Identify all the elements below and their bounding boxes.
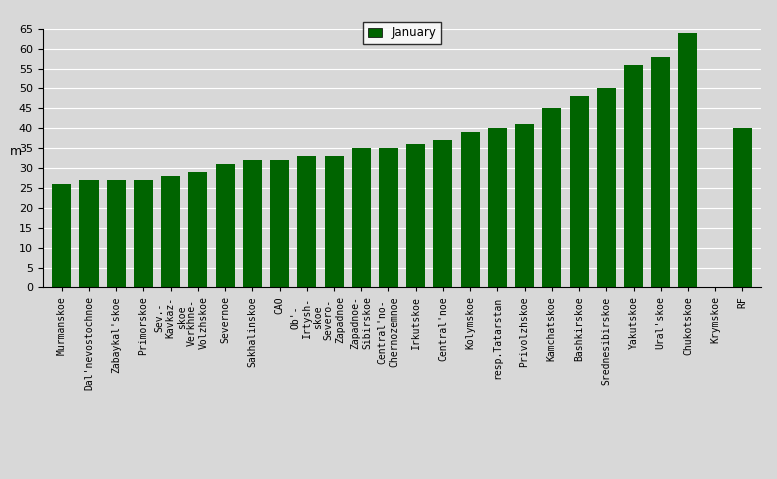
Bar <box>515 124 534 287</box>
Bar <box>52 184 71 287</box>
Bar <box>215 164 235 287</box>
Bar <box>298 156 316 287</box>
Bar <box>461 132 479 287</box>
Bar <box>134 180 153 287</box>
Bar <box>188 172 207 287</box>
Bar <box>379 148 398 287</box>
Bar <box>243 160 262 287</box>
Bar <box>106 180 126 287</box>
Bar <box>570 96 589 287</box>
Bar <box>325 156 343 287</box>
Bar <box>624 65 643 287</box>
Y-axis label: m: m <box>10 145 23 158</box>
Bar <box>733 128 752 287</box>
Bar <box>542 108 561 287</box>
Bar <box>488 128 507 287</box>
Bar <box>352 148 371 287</box>
Bar <box>651 57 671 287</box>
Bar <box>597 89 616 287</box>
Bar <box>434 140 452 287</box>
Bar <box>161 176 180 287</box>
Bar <box>406 144 425 287</box>
Legend: January: January <box>363 22 441 44</box>
Bar <box>79 180 99 287</box>
Bar <box>678 33 698 287</box>
Bar <box>270 160 289 287</box>
